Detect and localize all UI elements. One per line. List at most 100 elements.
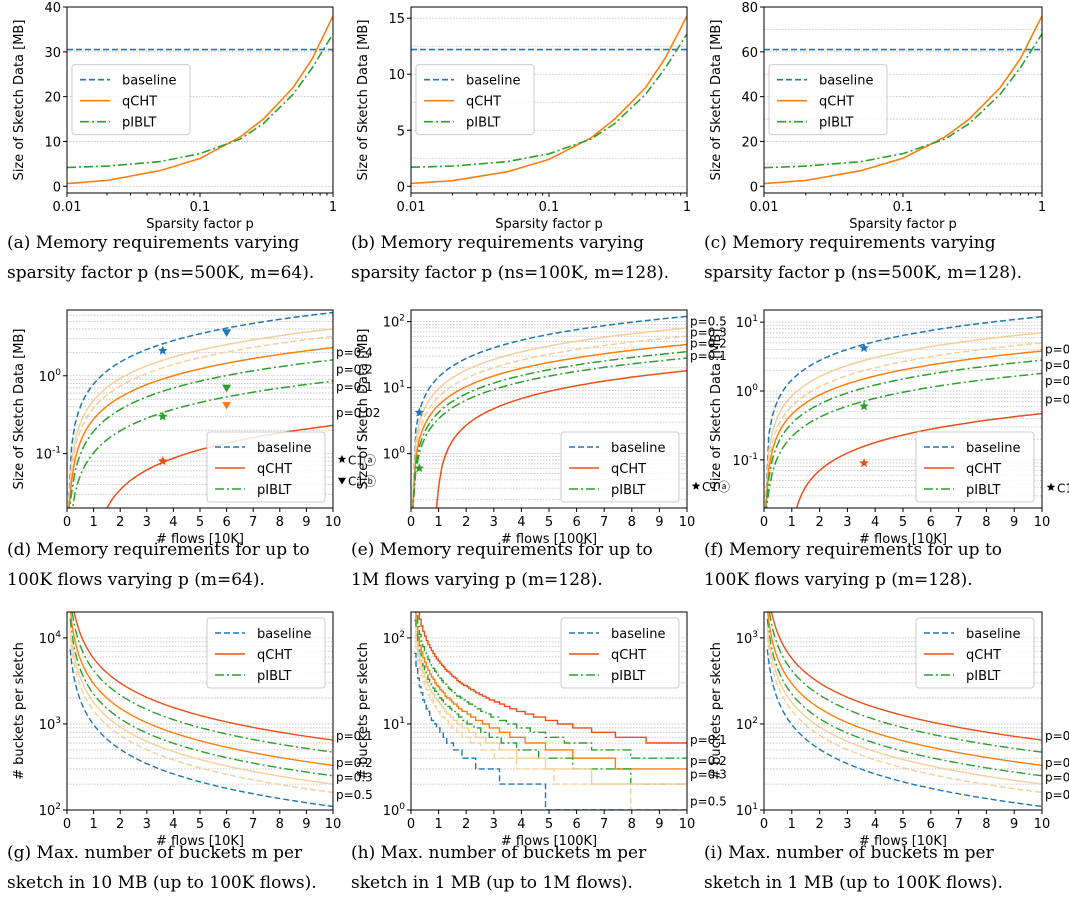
legend-label-pIBLT: pIBLT <box>966 483 1000 498</box>
p-label: p=0.1 <box>690 733 727 747</box>
marker-star <box>859 401 869 411</box>
legend-label-pIBLT: pIBLT <box>122 116 156 131</box>
outside-triangle <box>338 477 346 485</box>
y-tick-label: 20 <box>741 135 758 150</box>
panel-i: 0 1 2 3 4 5 6 7 8 9 10 101 102 103 # flows [10K] # buck… <box>704 611 1069 893</box>
x-tick-label: 3 <box>843 515 851 530</box>
p-label: p=0.5 <box>336 788 373 802</box>
p-label: p=0.4 <box>336 345 373 359</box>
p-label: p=0.2 <box>336 363 373 377</box>
series-baseline <box>411 315 687 508</box>
series-pIBLT-p <box>69 618 333 777</box>
caption-line: (f) Memory requirements for up to <box>704 540 1002 560</box>
x-tick-label: 2 <box>116 817 124 832</box>
p-label: p=0.2 <box>690 336 727 350</box>
legend: baseline qCHT pIBLT <box>415 64 535 136</box>
legend-box <box>71 64 191 136</box>
series-pIBLT <box>71 380 333 508</box>
y-tick-label: 5 <box>397 124 405 139</box>
x-tick-label: 2 <box>815 817 823 832</box>
x-axis-label: Sparsity factor p <box>495 217 603 232</box>
x-tick-label: 1 <box>788 817 796 832</box>
caption-line: (h) Max. number of buckets m per <box>351 843 647 863</box>
series-faded <box>766 627 1042 785</box>
marker-star <box>414 463 424 473</box>
x-tick-label: 7 <box>249 515 257 530</box>
x-tick-label: 1 <box>434 515 442 530</box>
x-tick-label: 1 <box>683 200 691 215</box>
x-tick-label: 10 <box>325 817 342 832</box>
x-tick-label: 4 <box>169 515 177 530</box>
x-tick-label: 4 <box>169 817 177 832</box>
x-tick-label: 0.01 <box>397 200 426 215</box>
series-qCHT <box>418 612 687 744</box>
p-label: p=0.2 <box>1045 358 1069 372</box>
x-tick-label: 0 <box>63 817 71 832</box>
y-tick-label: 10-1 <box>35 446 61 463</box>
marker-star <box>158 411 168 421</box>
marker-triangle <box>222 384 232 393</box>
panel-g: 0 1 2 3 4 5 6 7 8 9 10 102 103 104 # flows [10K] # buck… <box>7 611 373 893</box>
series-qCHT <box>73 612 333 741</box>
x-tick-label: 7 <box>954 817 962 832</box>
plot-area <box>67 612 333 810</box>
x-axis-label: # flows [10K] <box>859 532 947 547</box>
x-tick-label: 7 <box>954 515 962 530</box>
y-tick-label: 100 <box>736 383 759 400</box>
caption-line: 100K flows varying p (m=64). <box>7 570 265 590</box>
y-tick-label: 101 <box>736 314 758 331</box>
y-axis-label: Size of Sketch Data [MB] <box>709 329 724 490</box>
x-tick-label: 9 <box>302 515 310 530</box>
y-axis-label: # buckets per sketch <box>356 642 371 780</box>
x-tick-label: 5 <box>899 515 907 530</box>
legend-label-qCHT: qCHT <box>966 462 1001 477</box>
y-tick-label: 40 <box>44 1 61 16</box>
y-tick-label: 20 <box>44 91 61 106</box>
caption-line: (i) Max. number of buckets m per <box>704 843 995 863</box>
plot-area <box>411 315 687 508</box>
legend-label-qCHT: qCHT <box>819 95 854 110</box>
caption-line: (b) Memory requirements varying <box>351 233 644 253</box>
legend-label-baseline: baseline <box>466 74 520 89</box>
x-tick-label: 8 <box>628 817 636 832</box>
series-faded <box>68 328 333 508</box>
outside-star <box>337 454 347 463</box>
y-tick-label: 40 <box>741 91 758 106</box>
legend-label-qCHT: qCHT <box>466 95 501 110</box>
panel-f: 0 1 2 3 4 5 6 7 8 9 10 10-1 100 101 # flows [10K] Size … <box>704 309 1069 590</box>
outside-marker-label: C1ⓐ <box>1057 481 1069 495</box>
x-tick-label: 9 <box>655 515 663 530</box>
y-tick-label: 10 <box>388 68 405 83</box>
series-qCHT-p <box>69 612 333 767</box>
plot-area <box>67 15 333 187</box>
marker-star <box>158 345 168 355</box>
x-tick-label: 8 <box>982 817 990 832</box>
x-axis-label: Sparsity factor p <box>849 217 957 232</box>
x-tick-label: 8 <box>276 817 284 832</box>
y-tick-label: 104 <box>39 630 62 647</box>
y-tick-label: 0 <box>397 180 405 195</box>
series-baseline <box>67 311 333 508</box>
x-tick-label: 0 <box>407 515 415 530</box>
y-tick-label: 102 <box>736 716 758 733</box>
x-tick-label: 1 <box>788 515 796 530</box>
panel-c: 0.01 0.1 1 0 20 40 60 80 Sparsity factor p Size o… <box>704 1 1046 283</box>
legend-label-baseline: baseline <box>257 627 311 642</box>
legend-label-baseline: baseline <box>611 627 665 642</box>
y-tick-label: 30 <box>44 46 61 61</box>
x-axis-label: # flows [100K] <box>501 532 597 547</box>
series-qCHT <box>795 412 1042 508</box>
x-tick-label: 6 <box>572 817 580 832</box>
x-tick-label: 5 <box>545 515 553 530</box>
p-label: p=0.2 <box>1045 756 1069 770</box>
x-tick-label: 3 <box>843 817 851 832</box>
x-tick-label: 4 <box>871 817 879 832</box>
outside-marker-label: C1ⓐ <box>702 480 730 494</box>
x-axis-label: Sparsity factor p <box>146 217 254 232</box>
x-tick-label: 10 <box>679 515 696 530</box>
x-tick-label: 4 <box>871 515 879 530</box>
legend-label-baseline: baseline <box>257 441 311 456</box>
x-tick-label: 6 <box>222 515 230 530</box>
series-pIBLT-p <box>412 350 687 508</box>
